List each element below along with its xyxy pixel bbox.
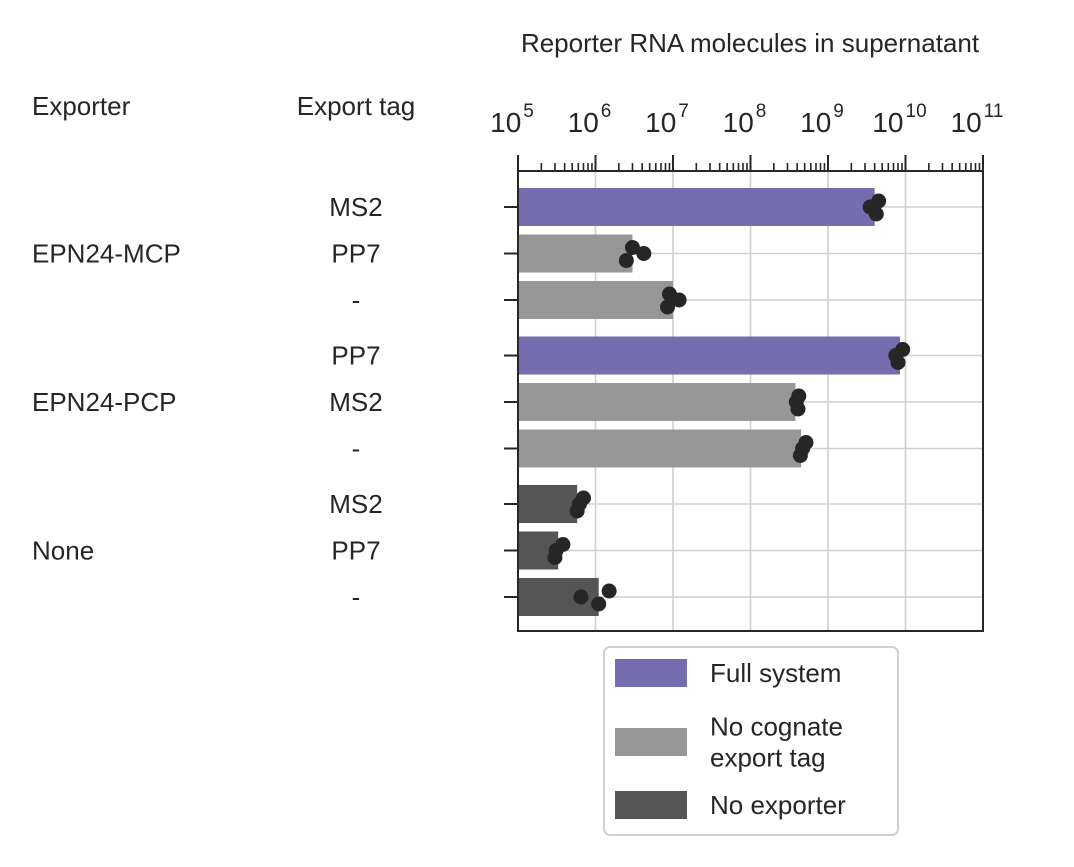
replicate-point bbox=[591, 596, 607, 612]
replicate-point bbox=[569, 503, 585, 519]
x-tick-base: 10 bbox=[568, 107, 599, 138]
replicate-point bbox=[624, 240, 640, 255]
legend-swatch bbox=[615, 791, 687, 819]
replicate-point bbox=[601, 583, 617, 599]
legend-box bbox=[603, 646, 899, 836]
exporter-label: None bbox=[32, 536, 94, 566]
replicate-point bbox=[636, 246, 652, 261]
axes: 10 5 10 6 10 7 10 8 10 9 10 10 10 11 bbox=[490, 101, 1004, 632]
export-tag-label: - bbox=[352, 434, 361, 464]
bar bbox=[518, 485, 578, 523]
x-tick-exponent: 11 bbox=[984, 101, 1004, 122]
x-tick-exponent: 7 bbox=[678, 101, 689, 122]
x-tick-label: 10 7 bbox=[645, 101, 689, 138]
export-tag-label: MS2 bbox=[329, 192, 382, 222]
replicate-point bbox=[890, 355, 906, 370]
legend-swatch bbox=[615, 659, 687, 687]
x-tick-label: 10 8 bbox=[723, 101, 767, 138]
replicate-point bbox=[547, 550, 563, 565]
replicate-point bbox=[618, 253, 634, 268]
x-tick-label: 10 11 bbox=[951, 101, 1004, 138]
bar bbox=[518, 336, 901, 375]
replicate-point bbox=[660, 299, 676, 315]
export-tag-label: MS2 bbox=[329, 489, 382, 519]
x-tick-exponent: 5 bbox=[523, 101, 534, 122]
bar bbox=[518, 429, 802, 468]
x-tick-exponent: 9 bbox=[833, 101, 844, 122]
bar bbox=[518, 188, 875, 226]
x-tick-label: 10 6 bbox=[568, 101, 612, 138]
exporter-column-header: Exporter bbox=[32, 91, 131, 121]
legend-label: export tag bbox=[710, 743, 826, 773]
legend-label: Full system bbox=[710, 658, 841, 688]
replicate-point bbox=[573, 589, 589, 605]
export-tag-label: PP7 bbox=[331, 536, 380, 566]
export-tag-label: - bbox=[352, 582, 361, 612]
x-tick-exponent: 10 bbox=[906, 101, 927, 122]
x-tick-base: 10 bbox=[645, 107, 676, 138]
row-labels: EPN24-MCP EPN24-PCP None MS2 PP7 - PP7 MS2 - MS2 P… bbox=[32, 192, 383, 612]
bar bbox=[518, 281, 673, 319]
export-tag-label: PP7 bbox=[331, 239, 380, 269]
x-tick-base: 10 bbox=[490, 107, 521, 138]
export-tag-label: PP7 bbox=[331, 341, 380, 371]
export-tag-label: MS2 bbox=[329, 387, 382, 417]
x-tick-label: 10 9 bbox=[800, 101, 844, 138]
exporter-label: EPN24-MCP bbox=[32, 239, 181, 269]
x-tick-label: 10 10 bbox=[872, 101, 926, 138]
bars bbox=[518, 188, 901, 616]
export-tag-label: - bbox=[352, 285, 361, 315]
x-tick-base: 10 bbox=[951, 107, 982, 138]
replicate-point bbox=[790, 401, 806, 417]
legend-label: No cognate bbox=[710, 712, 843, 742]
chart-title: Reporter RNA molecules in supernatant bbox=[521, 28, 980, 58]
export-tag-column-header: Export tag bbox=[297, 91, 416, 121]
x-tick-base: 10 bbox=[872, 107, 903, 138]
bar bbox=[518, 234, 633, 273]
replicate-points bbox=[547, 193, 911, 612]
x-tick-base: 10 bbox=[723, 107, 754, 138]
x-tick-exponent: 8 bbox=[756, 101, 767, 122]
x-tick-base: 10 bbox=[800, 107, 831, 138]
exporter-label: EPN24-PCP bbox=[32, 387, 177, 417]
replicate-point bbox=[868, 206, 884, 222]
legend-label: No exporter bbox=[710, 790, 846, 820]
x-tick-label: 10 5 bbox=[490, 101, 534, 138]
legend-swatch bbox=[615, 728, 687, 756]
replicate-point bbox=[792, 448, 808, 463]
bar bbox=[518, 383, 796, 421]
x-tick-exponent: 6 bbox=[601, 101, 612, 122]
replicate-point bbox=[671, 292, 687, 308]
